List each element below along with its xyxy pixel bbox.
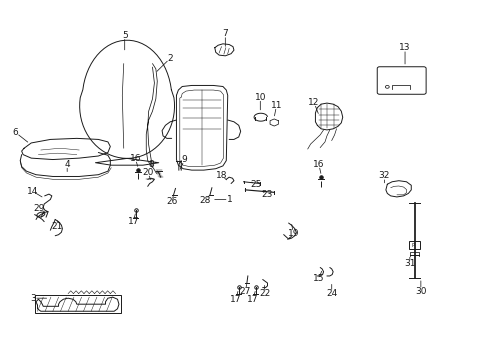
Text: 7: 7 <box>222 29 228 38</box>
Text: 22: 22 <box>259 289 270 298</box>
Text: 17: 17 <box>127 217 139 226</box>
Text: 16: 16 <box>312 159 324 168</box>
Text: 17: 17 <box>230 295 241 304</box>
Text: 30: 30 <box>414 287 426 296</box>
Text: 19: 19 <box>287 229 299 238</box>
Text: 6: 6 <box>13 128 18 137</box>
Text: 15: 15 <box>312 274 324 283</box>
Text: 8: 8 <box>148 159 154 168</box>
Text: 16: 16 <box>129 154 141 163</box>
Text: 20: 20 <box>142 168 153 177</box>
Text: 25: 25 <box>250 180 262 189</box>
Text: 12: 12 <box>307 98 319 107</box>
Text: P: P <box>410 243 413 248</box>
Text: 4: 4 <box>64 159 70 168</box>
Text: 24: 24 <box>325 289 337 298</box>
Text: 29: 29 <box>34 204 45 213</box>
Text: 3: 3 <box>30 294 36 303</box>
Text: 11: 11 <box>270 101 282 110</box>
Bar <box>35 295 121 313</box>
Text: 26: 26 <box>165 197 177 206</box>
Text: 1: 1 <box>227 195 232 204</box>
Ellipse shape <box>37 212 45 217</box>
Text: 2: 2 <box>167 54 173 63</box>
Text: 17: 17 <box>247 295 258 304</box>
Bar <box>408 241 420 249</box>
Text: 21: 21 <box>51 222 62 231</box>
Text: 32: 32 <box>378 171 389 180</box>
Text: 31: 31 <box>403 260 415 269</box>
Text: 18: 18 <box>215 171 227 180</box>
Text: 27: 27 <box>239 287 251 296</box>
Text: 10: 10 <box>254 93 265 102</box>
Text: 9: 9 <box>182 155 187 164</box>
FancyBboxPatch shape <box>376 67 425 94</box>
Text: 14: 14 <box>27 187 38 196</box>
Text: 23: 23 <box>261 190 273 199</box>
Text: 28: 28 <box>199 196 210 205</box>
Text: 13: 13 <box>399 43 410 52</box>
Text: 5: 5 <box>122 31 127 40</box>
